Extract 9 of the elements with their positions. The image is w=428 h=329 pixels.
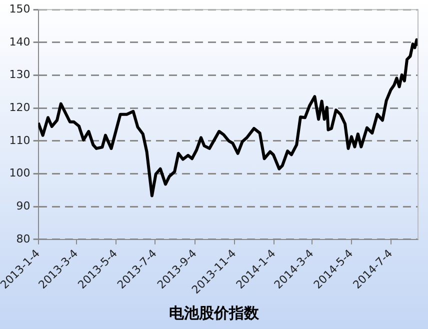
y-tick-label: 110 [9, 134, 30, 147]
x-axis-title: 电池股价指数 [168, 304, 260, 323]
y-tick-label: 100 [9, 166, 30, 180]
y-tick-label: 140 [9, 35, 30, 48]
y-tick-label: 80 [16, 232, 30, 246]
y-tick-label: 130 [9, 68, 30, 82]
y-tick-label: 120 [9, 100, 30, 114]
y-tick-label: 150 [9, 2, 30, 16]
y-tick-label: 90 [16, 199, 30, 212]
